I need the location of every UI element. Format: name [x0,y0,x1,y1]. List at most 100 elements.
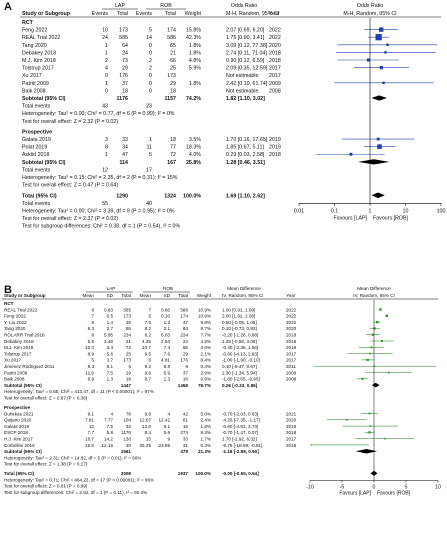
mean1-cell: 5.5 [88,339,95,344]
year-cell: 2017 [269,66,281,72]
study-name: M.J. Kim 2018 [4,345,34,350]
overall-effect-text: Test for overall effect: Z = 0.01 (P = 0… [4,484,88,489]
weight-cell: 4.8% [189,58,201,64]
sd1-cell: 8.1 [107,364,114,369]
weight-cell: 0.3% [201,443,211,448]
year-cell: 2008 [269,88,281,94]
study-name: Feng 2022 [4,314,26,319]
total-label: Total (95% CI) [4,471,35,476]
year-cell: 2017 [286,351,297,356]
subgroup-title-1: Prospective [22,129,52,135]
total2-cell: 234 [180,333,188,338]
weight-cell: 9.8% [201,320,211,325]
total2-cell: 18 [170,137,176,143]
events1-cell: 4 [105,66,108,72]
subtotal-weight: 25.8% [186,160,201,166]
effect-title-header: Odds Ratio [231,3,258,9]
weight-cell: 5.9% [189,66,201,72]
subgroup-differences-text: Test for subgroup differences: Chi² = 2.… [4,490,147,495]
plot-sub-header: IV, Random, 95% CI [353,293,394,298]
x-tick-label: -5 [340,484,345,490]
sd1-cell: 7.5 [107,424,114,429]
sd1-cell: 5.85 [104,333,113,338]
events1-cell: 2 [105,58,108,64]
mean2-cell: 8.4 [145,430,152,435]
subtotal-diamond [355,448,378,454]
effect-ci-cell: 1.00 [0.91, 1.09] [222,307,255,312]
events2-cell: 5 [149,152,152,158]
x-tick-label: 10 [435,484,441,490]
study-marker [345,418,348,421]
sd2-cell: 1.3 [164,377,171,382]
effect-ci-cell: 3.09 [0.12, 77.38] [226,43,268,49]
effect-ci-cell: -0.70 [-2.03, 0.63] [222,411,258,416]
sd2-cell: 7.6 [164,351,171,356]
sd1-cell: 1.3 [107,377,114,382]
sd2-cell: 0.16 [161,314,170,319]
weight-cell: 2.1% [201,351,211,356]
favours-left-label: Favours [LAP] [333,215,367,221]
mean1-cell: 9.1 [88,411,95,416]
events1-cell: 1 [105,81,108,87]
sd1-cell: 3.4 [107,345,114,350]
x-tick-label: 5 [405,484,408,490]
year-cell: 2019 [286,424,297,429]
effect-ci-cell: 1.70 [-2.92, 6.32] [222,436,257,441]
weight-cell: 7.7% [201,333,211,338]
events2-cell: 0 [149,88,152,94]
x-tick-label: 0 [373,484,376,490]
total1-cell: 73 [126,345,132,350]
study-name: Jimenez Rodriguez 2011 [4,364,55,369]
study-marker [376,137,380,141]
year-cell: 2022 [269,35,281,41]
sd2-cell: 4.81 [161,358,170,363]
total1-cell: 24 [122,50,128,56]
total2-cell: 18 [183,424,189,429]
effect-ci-cell: -4.26 [-7.35, -1.17] [222,418,260,423]
effect-ci-cell: 1.75 [0.90, 3.41] [226,35,265,41]
mean1-cell: 15.5 [85,443,94,448]
effect-ci-cell: 1.85 [0.67, 5.11] [226,145,264,151]
mean1-header: Mean [83,293,95,298]
total2-cell: 25 [170,66,176,72]
subtotal-ci: -1.18 [-2.88, 0.50] [222,449,259,454]
effect-ci-cell: -0.60 [-4.93, 3.73] [222,424,258,429]
total-label: Total (95% CI) [22,193,57,199]
events1-cell: 24 [102,35,108,41]
year-cell: 2019 [269,137,281,143]
overall-effect-text: Test for overall effect: Z = 1.38 (P = 0… [4,462,88,467]
mean1-cell: 9.3 [88,364,95,369]
grand-total2: 1937 [178,471,189,476]
mean2-cell: 8.7 [145,377,152,382]
total2-cell: 174 [167,28,176,34]
heterogeneity-text: Heterogeneity: Tau² = 0.15; Chi² = 2.35,… [22,175,178,181]
mean2-cell: 8.2 [145,326,152,331]
effect-ci-cell: 2.07 [0.69, 6.20] [226,28,265,34]
study-name: Duhskas 2021 [4,411,34,416]
study-name: Tang 2020 [4,326,26,331]
events2-cell: 0 [149,81,152,87]
study-marker [387,371,390,374]
sd2-cell: 7.4 [164,345,171,350]
effect-ci-cell: 2.74 [0.11, 71.04] [226,50,267,56]
mean2-cell: 4.25 [142,339,151,344]
mean1-cell: 11.9 [85,370,94,375]
subtotal-total1: 1176 [117,96,129,102]
subtotal-weight: 78.7% [198,383,211,388]
subgroup-title-0: RCT [22,20,34,26]
study-column-header: Study or Subgroup [22,11,71,17]
plot-title-header: Mean Difference [357,286,391,291]
total1-cell: 130 [123,436,131,441]
total1-cell: 585 [119,35,128,41]
weight-cell: 0.4% [201,364,211,369]
study-marker [381,340,383,342]
sd2-cell: 6.03 [161,333,170,338]
total1-cell: 18 [122,88,128,94]
study-name: Galata 2019 [4,424,29,429]
x-tick-label: 100 [437,208,446,214]
effect-sub-header: M-H, Random, 95% CI [226,11,279,17]
total1-cell: 6 [128,364,131,369]
sd2-cell: 5.6 [164,430,171,435]
sd1-cell: 7.5 [107,370,114,375]
